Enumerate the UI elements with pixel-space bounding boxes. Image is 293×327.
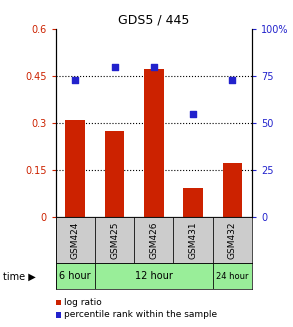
Text: log ratio: log ratio [64, 298, 102, 307]
Text: GSM426: GSM426 [149, 222, 158, 259]
Bar [223, 163, 242, 217]
Text: GSM431: GSM431 [189, 221, 197, 259]
Bar [213, 217, 252, 263]
Bar [173, 217, 213, 263]
Point [191, 112, 195, 117]
Title: GDS5 / 445: GDS5 / 445 [118, 14, 190, 27]
Text: 12 hour: 12 hour [135, 271, 173, 281]
Bar [213, 263, 252, 289]
Text: 24 hour: 24 hour [216, 272, 248, 281]
Text: GSM432: GSM432 [228, 222, 237, 259]
Bar [56, 263, 95, 289]
Bar [183, 188, 203, 217]
Text: percentile rank within the sample: percentile rank within the sample [64, 310, 217, 319]
Point [151, 64, 156, 70]
Text: GSM424: GSM424 [71, 222, 80, 259]
Text: time ▶: time ▶ [3, 271, 36, 281]
Bar [144, 69, 163, 217]
Bar [56, 217, 95, 263]
Bar [95, 217, 134, 263]
Bar [95, 263, 213, 289]
Bar [105, 131, 124, 217]
Point [230, 77, 235, 83]
Bar [134, 217, 173, 263]
Point [112, 64, 117, 70]
Text: GSM425: GSM425 [110, 222, 119, 259]
Point [73, 77, 78, 83]
Bar [66, 120, 85, 217]
Text: 6 hour: 6 hour [59, 271, 91, 281]
